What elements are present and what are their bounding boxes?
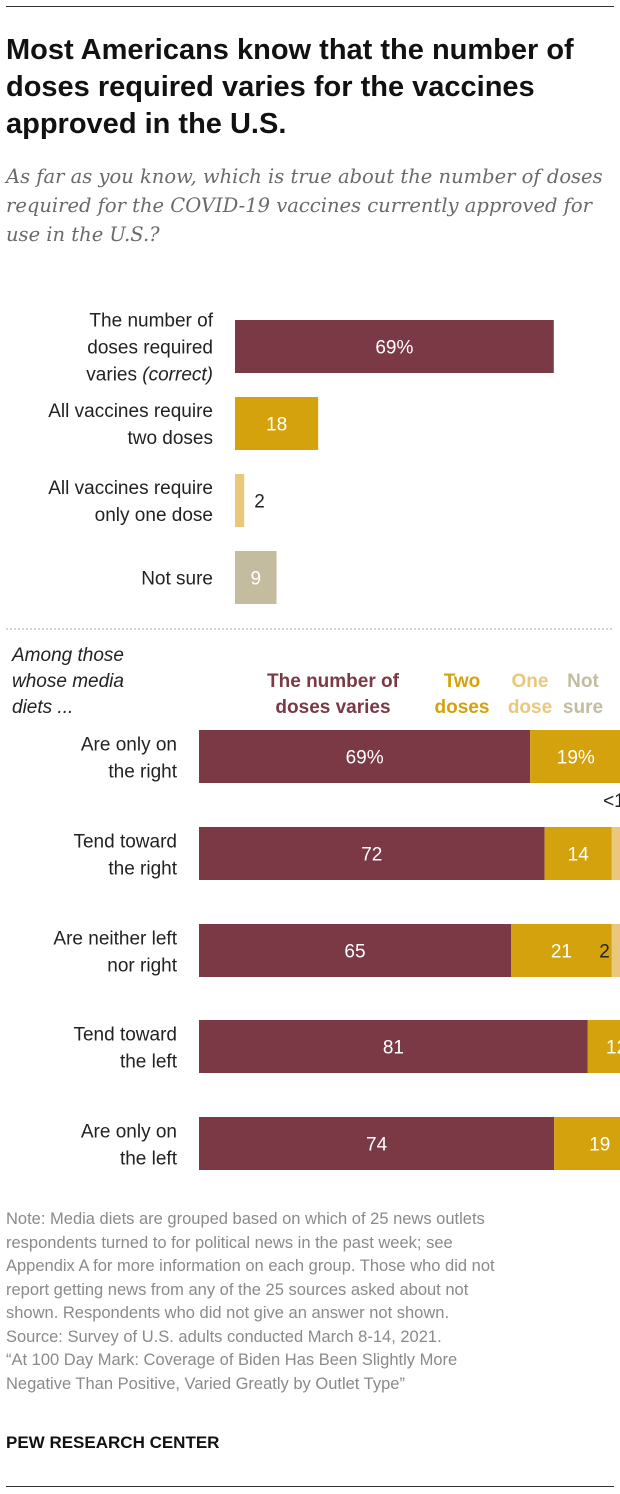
- data-label: 74: [366, 1135, 388, 1156]
- category-label: Are neither left: [53, 929, 177, 950]
- chart-subtitle: As far as you know, which is true about …: [6, 165, 603, 246]
- data-label: 18: [266, 415, 287, 436]
- category-label: the right: [108, 762, 177, 783]
- data-label: 14: [568, 845, 590, 866]
- bar-segment: [587, 1020, 620, 1073]
- bar-segment: [611, 924, 620, 977]
- note-line: report getting news from any of the 25 s…: [6, 1280, 469, 1299]
- data-label: 69%: [346, 748, 384, 769]
- category-label: The number of: [89, 311, 213, 332]
- legend-label: One: [512, 671, 549, 692]
- bottom-rule: [6, 1486, 614, 1487]
- report-title-line: Negative Than Positive, Varied Greatly b…: [6, 1374, 405, 1393]
- legend-label: dose: [508, 697, 552, 718]
- note-line: respondents turned to for political news…: [6, 1233, 453, 1252]
- legend-label: sure: [563, 697, 603, 718]
- data-label: 65: [344, 942, 365, 963]
- bar: [235, 551, 277, 604]
- data-label: 12: [606, 1038, 620, 1059]
- category-label: Tend toward: [73, 832, 177, 853]
- chart-title: Most Americans know that the number of d…: [6, 34, 574, 140]
- report-title-line: “At 100 Day Mark: Coverage of Biden Has …: [6, 1351, 458, 1369]
- data-label: 81: [383, 1038, 404, 1059]
- category-label: the left: [120, 1149, 178, 1170]
- top-rule: [6, 6, 614, 7]
- data-label: 69%: [375, 338, 413, 359]
- legend-label: The number of: [267, 671, 400, 692]
- category-label: nor right: [107, 956, 177, 977]
- legend-label: Two: [444, 671, 481, 692]
- data-label: 72: [361, 845, 382, 866]
- note-line: Appendix A for more information on each …: [6, 1257, 495, 1275]
- bar: [235, 320, 554, 373]
- data-label: 19%: [557, 748, 595, 769]
- note-line: Note: Media diets are grouped based on w…: [6, 1210, 485, 1228]
- category-label: doses required: [87, 338, 213, 359]
- data-label: <1%: [603, 791, 620, 812]
- bar-segment: [511, 924, 612, 977]
- data-label: 9: [251, 569, 262, 590]
- brand-logo-text: PEW RESEARCH CENTER: [6, 1433, 220, 1452]
- data-label: 2: [254, 492, 265, 513]
- category-label: All vaccines require: [48, 478, 213, 499]
- data-label: 21: [551, 942, 572, 963]
- legend-label: doses: [435, 697, 490, 718]
- bar: [235, 474, 245, 527]
- group-heading: diets ...: [12, 697, 73, 718]
- bar-segment: [199, 730, 531, 783]
- bar-segment: [530, 730, 620, 783]
- category-label: All vaccines require: [48, 401, 213, 422]
- category-label: Are only on: [81, 1122, 177, 1143]
- legend-label: doses varies: [275, 697, 390, 718]
- category-label: Not sure: [141, 569, 213, 590]
- bar-segment: [199, 1020, 588, 1073]
- data-label: 2: [599, 942, 610, 963]
- source-line: Source: Survey of U.S. adults conducted …: [6, 1327, 442, 1346]
- bar-segment: [611, 827, 620, 880]
- legend-label: Not: [567, 671, 599, 692]
- chart-note: Note: Media diets are grouped based on w…: [6, 1208, 606, 1396]
- group-heading: whose media: [12, 671, 124, 692]
- note-line: shown. Respondents who did not give an a…: [6, 1304, 450, 1322]
- category-label: the left: [120, 1052, 178, 1073]
- bar-segment: [199, 1117, 555, 1170]
- category-label: the right: [108, 859, 177, 880]
- bar-segment: [544, 827, 612, 880]
- bar-segment: [199, 924, 511, 977]
- data-label: 19: [589, 1135, 610, 1156]
- category-label: two doses: [127, 428, 213, 449]
- bar-segment: [199, 827, 545, 880]
- bar-segment: [554, 1117, 620, 1170]
- category-label: Tend toward: [73, 1025, 177, 1046]
- bar: [235, 397, 319, 450]
- category-label: varies (correct): [86, 365, 213, 386]
- category-label: only one dose: [95, 505, 213, 526]
- category-label: Are only on: [81, 735, 177, 756]
- group-heading: Among those: [11, 645, 124, 666]
